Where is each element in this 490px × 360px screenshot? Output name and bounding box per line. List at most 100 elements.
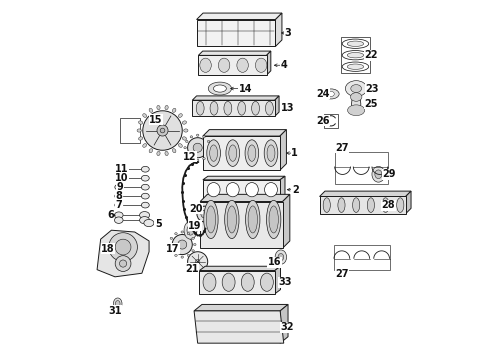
Ellipse shape (214, 85, 226, 92)
Polygon shape (203, 130, 287, 136)
Ellipse shape (141, 184, 149, 190)
Ellipse shape (172, 149, 176, 153)
Ellipse shape (210, 102, 218, 115)
Ellipse shape (372, 166, 385, 182)
Ellipse shape (169, 243, 171, 246)
Circle shape (172, 234, 192, 255)
Text: 14: 14 (239, 84, 252, 94)
Ellipse shape (182, 137, 187, 140)
Polygon shape (199, 266, 280, 271)
Circle shape (193, 143, 202, 152)
Text: 10: 10 (115, 173, 128, 183)
Polygon shape (200, 194, 290, 202)
Text: 16: 16 (268, 257, 281, 267)
Ellipse shape (264, 140, 278, 166)
Ellipse shape (186, 140, 188, 143)
Polygon shape (203, 176, 285, 180)
Ellipse shape (149, 108, 152, 112)
Ellipse shape (141, 175, 149, 181)
Ellipse shape (115, 202, 122, 208)
Bar (200, 202, 283, 248)
Polygon shape (194, 305, 288, 311)
Ellipse shape (278, 253, 284, 261)
Ellipse shape (248, 145, 256, 161)
Polygon shape (196, 13, 282, 19)
Ellipse shape (184, 129, 188, 132)
Ellipse shape (137, 129, 141, 132)
Ellipse shape (342, 39, 368, 48)
Ellipse shape (170, 237, 172, 239)
Text: 22: 22 (365, 50, 378, 60)
Ellipse shape (204, 200, 218, 239)
Circle shape (115, 239, 131, 255)
Text: 21: 21 (185, 264, 198, 274)
Circle shape (160, 128, 165, 133)
Ellipse shape (227, 206, 237, 233)
Bar (199, 271, 275, 294)
Ellipse shape (178, 114, 182, 117)
Polygon shape (280, 305, 288, 343)
Circle shape (120, 260, 126, 267)
Ellipse shape (241, 273, 254, 291)
Ellipse shape (347, 53, 364, 58)
Text: 24: 24 (317, 89, 330, 99)
Ellipse shape (345, 81, 367, 96)
Polygon shape (194, 311, 284, 343)
Ellipse shape (219, 58, 230, 72)
Ellipse shape (229, 145, 237, 161)
Polygon shape (97, 230, 149, 277)
Ellipse shape (200, 58, 211, 72)
Ellipse shape (207, 140, 210, 143)
Circle shape (109, 233, 137, 261)
Ellipse shape (245, 183, 258, 197)
Ellipse shape (141, 202, 149, 208)
Ellipse shape (178, 144, 182, 147)
Text: 2: 2 (292, 185, 298, 195)
Ellipse shape (192, 250, 195, 252)
Text: 12: 12 (183, 152, 196, 162)
Ellipse shape (141, 166, 149, 172)
Ellipse shape (165, 151, 168, 156)
Ellipse shape (338, 198, 345, 212)
Text: 15: 15 (149, 115, 163, 125)
Ellipse shape (187, 233, 190, 235)
Bar (196, 19, 275, 46)
Text: 29: 29 (382, 169, 396, 179)
Ellipse shape (139, 137, 143, 140)
Ellipse shape (187, 255, 190, 256)
Text: 4: 4 (280, 60, 287, 70)
Ellipse shape (368, 198, 374, 212)
Polygon shape (280, 176, 285, 199)
Ellipse shape (115, 166, 122, 172)
Ellipse shape (328, 91, 334, 96)
Ellipse shape (347, 41, 364, 46)
Ellipse shape (209, 147, 212, 149)
Ellipse shape (203, 158, 205, 160)
Ellipse shape (226, 140, 240, 166)
Circle shape (143, 111, 182, 150)
Ellipse shape (245, 200, 260, 239)
Ellipse shape (237, 58, 248, 72)
Ellipse shape (194, 243, 196, 246)
Ellipse shape (187, 225, 194, 235)
Ellipse shape (269, 206, 278, 233)
Ellipse shape (149, 149, 152, 153)
Polygon shape (267, 51, 271, 75)
Ellipse shape (203, 273, 216, 291)
Ellipse shape (196, 159, 199, 161)
Ellipse shape (251, 102, 260, 115)
Circle shape (178, 240, 187, 249)
Ellipse shape (141, 193, 149, 199)
Ellipse shape (238, 102, 245, 115)
Polygon shape (198, 51, 271, 55)
Ellipse shape (143, 114, 147, 117)
Ellipse shape (115, 193, 122, 199)
Ellipse shape (210, 145, 218, 161)
Text: 8: 8 (115, 191, 122, 201)
Bar (203, 180, 280, 199)
Text: 18: 18 (101, 244, 115, 254)
Text: 5: 5 (155, 219, 162, 229)
Text: 28: 28 (382, 200, 395, 210)
Ellipse shape (207, 140, 220, 166)
Circle shape (157, 125, 168, 136)
